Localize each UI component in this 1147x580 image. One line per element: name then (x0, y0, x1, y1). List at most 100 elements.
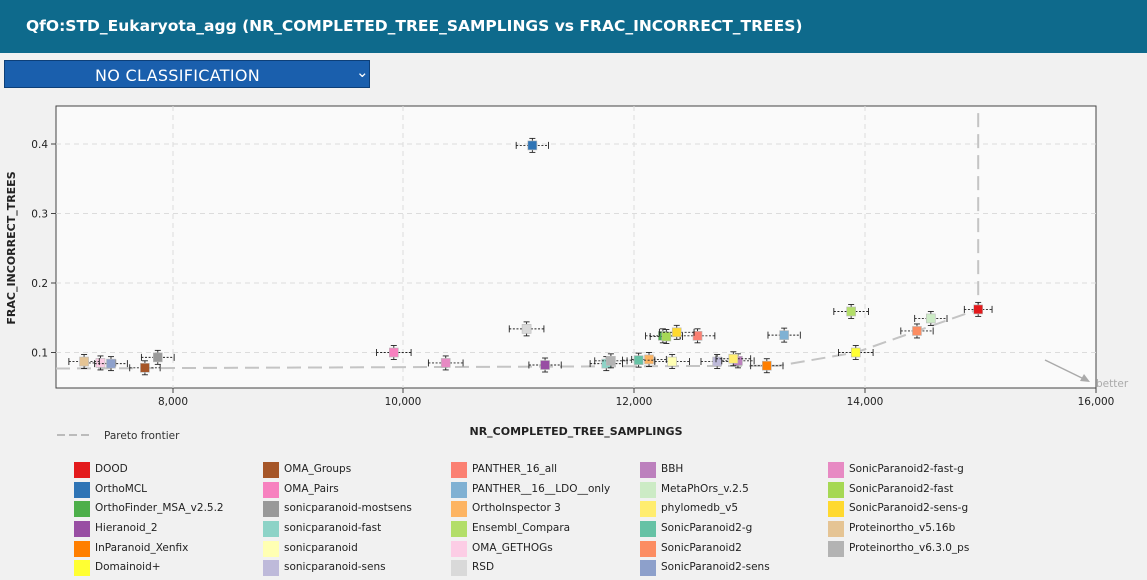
y-tick-label: 0.4 (31, 139, 48, 151)
legend-label: OMA_GETHOGs (472, 542, 553, 554)
legend-swatch (451, 560, 467, 576)
legend-swatch (451, 462, 467, 478)
better-arrow-icon (1044, 359, 1090, 382)
header-bar: QfO:STD_Eukaryota_agg (NR_COMPLETED_TREE… (0, 0, 1147, 53)
page-title: QfO:STD_Eukaryota_agg (NR_COMPLETED_TREE… (26, 17, 803, 35)
legend-swatch (640, 560, 656, 576)
legend-label: DOOD (95, 463, 128, 475)
data-point[interactable] (837, 345, 874, 360)
legend-swatch (263, 541, 279, 557)
x-tick-label: 16,000 (1078, 396, 1115, 408)
axes: 8,000 10,000 12,000 14,000 16,000 0.1 0.2 0.3 0.… (31, 139, 1114, 408)
legend-label: Proteinortho_v6.3.0_ps (849, 542, 970, 554)
legend-swatch (828, 462, 844, 478)
grid-lines (56, 106, 1096, 388)
data-point[interactable] (528, 357, 562, 373)
data-point[interactable] (750, 358, 784, 374)
data-point[interactable] (833, 304, 869, 319)
legend-swatch (640, 521, 656, 537)
data-points (68, 137, 993, 376)
legend-swatch (74, 482, 90, 498)
x-tick-label: 12,000 (616, 396, 653, 408)
legend-label: OrthoInspector 3 (472, 502, 561, 514)
legend-swatch (451, 482, 467, 498)
legend-label: SonicParanoid2-g (661, 522, 753, 534)
data-point[interactable] (427, 355, 464, 371)
better-label: better (1096, 378, 1129, 390)
data-point[interactable] (715, 351, 752, 367)
data-point[interactable] (767, 327, 801, 343)
legend-swatch (74, 560, 90, 576)
legend-swatch (74, 501, 90, 517)
legend-label: OMA_Pairs (284, 483, 339, 495)
legend-swatch (451, 541, 467, 557)
legend-label: BBH (661, 463, 684, 475)
legend-label: SonicParanoid2-fast (849, 483, 954, 495)
legend-swatch (640, 541, 656, 557)
legend-label: phylomedb_v5 (661, 502, 739, 514)
data-point[interactable] (914, 310, 948, 326)
y-axis-label: FRAC_INCORRECT_TREES (5, 171, 18, 324)
legend: DOOD OrthoMCL OrthoFinder_MSA_v2.5.2 Hieran… (0, 452, 1147, 580)
x-tick-label: 8,000 (158, 396, 188, 408)
chevron-down-icon: ⌄ (356, 64, 369, 81)
data-point[interactable] (68, 354, 100, 369)
legend-label: sonicparanoid (284, 542, 358, 554)
legend-label: sonicparanoid-fast (284, 522, 382, 534)
legend-swatch (263, 462, 279, 478)
legend-label: sonicparanoid-sens (284, 561, 386, 573)
classification-dropdown[interactable]: NO CLASSIFICATION ⌄ (4, 60, 370, 88)
legend-swatch (828, 482, 844, 498)
data-point[interactable] (900, 323, 934, 339)
legend-swatch (74, 462, 90, 478)
pareto-legend-label: Pareto frontier (104, 430, 180, 442)
legend-label: SonicParanoid2-sens-g (849, 502, 969, 514)
legend-label: OrthoMCL (95, 483, 148, 495)
data-point[interactable] (594, 353, 628, 369)
classification-dropdown-value: NO CLASSIFICATION (94, 66, 261, 85)
y-tick-label: 0.3 (31, 209, 48, 221)
legend-label: OrthoFinder_MSA_v2.5.2 (95, 502, 224, 514)
x-tick-label: 10,000 (385, 396, 422, 408)
data-point[interactable] (631, 352, 667, 367)
plot-area (55, 105, 1097, 389)
legend-label: sonicparanoid-mostsens (284, 502, 412, 514)
y-tick-label: 0.2 (31, 278, 48, 290)
legend-swatch (263, 521, 279, 537)
legend-label: MetaPhOrs_v.2.5 (661, 483, 749, 495)
legend-label: PANTHER__16__LDO__only (472, 483, 611, 495)
legend-label: SonicParanoid2-fast-g (849, 463, 964, 475)
x-axis-label: NR_COMPLETED_TREE_SAMPLINGS (470, 425, 683, 438)
y-tick-label: 0.1 (31, 348, 48, 360)
legend-swatch (263, 482, 279, 498)
legend-swatch (74, 541, 90, 557)
legend-label: SonicParanoid2-sens (661, 561, 770, 573)
legend-swatch (74, 521, 90, 537)
data-point[interactable] (140, 349, 175, 365)
data-point[interactable] (622, 352, 656, 368)
legend-label: OMA_Groups (284, 463, 352, 475)
data-point[interactable] (129, 360, 161, 376)
x-tick-label: 14,000 (847, 396, 884, 408)
legend-label: Domainoid+ (95, 561, 161, 573)
data-point[interactable] (515, 137, 549, 153)
legend-swatch (640, 462, 656, 478)
legend-swatch (451, 501, 467, 517)
data-point[interactable] (658, 324, 695, 340)
data-point[interactable] (94, 356, 128, 372)
legend-label: PANTHER_16_all (472, 463, 558, 475)
legend-swatch (828, 501, 844, 517)
legend-swatch (263, 560, 279, 576)
legend-label: RSD (472, 561, 495, 573)
legend-swatch (451, 521, 467, 537)
legend-swatch (828, 541, 844, 557)
legend-label: Proteinortho_v5.16b (849, 522, 956, 534)
legend-label: SonicParanoid2 (661, 542, 742, 554)
legend-swatch (828, 521, 844, 537)
data-point[interactable] (963, 301, 993, 317)
legend-swatch (640, 501, 656, 517)
legend-label: Hieranoid_2 (95, 522, 158, 534)
data-point[interactable] (508, 321, 545, 337)
data-point[interactable] (376, 345, 412, 360)
legend-label: Ensembl_Compara (472, 522, 571, 534)
